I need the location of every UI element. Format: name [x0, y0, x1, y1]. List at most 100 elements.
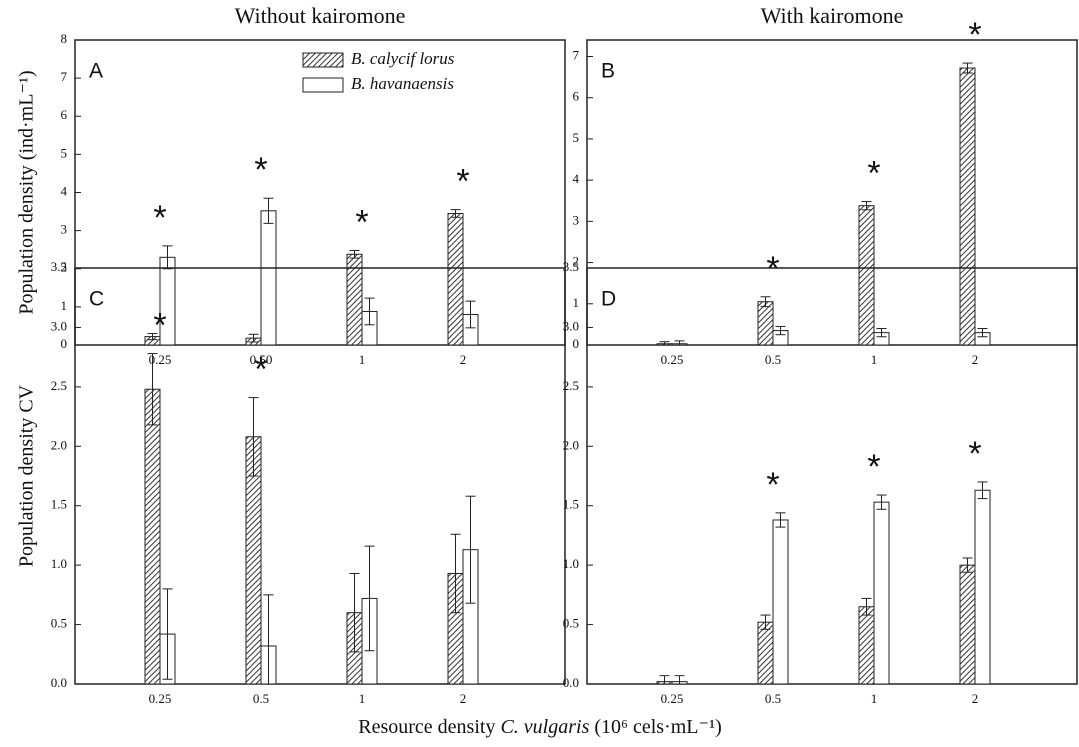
x-tick-label: 0.5	[765, 352, 781, 367]
error-bar	[977, 328, 988, 338]
x-label-part: (10⁶ cels·mL⁻¹)	[589, 716, 721, 738]
y-tick-label: 3.5	[51, 259, 67, 274]
panel-label: C	[89, 288, 104, 311]
error-bar	[760, 614, 771, 630]
y-tick-label: 6	[61, 107, 68, 122]
column-title: With kairomone	[761, 3, 904, 28]
x-tick-label: 0.5	[253, 691, 269, 706]
y-axis-label: Population density CV	[16, 384, 38, 567]
y-tick-label: 1	[573, 295, 580, 310]
significance-mark: *	[766, 466, 779, 504]
error-bar	[659, 675, 670, 685]
significance-mark: *	[968, 16, 981, 54]
x-tick-label: 0.50	[250, 352, 273, 367]
error-bar	[465, 300, 476, 329]
error-bar	[263, 594, 274, 685]
error-bar	[364, 297, 375, 326]
bar	[260, 210, 277, 346]
significance-mark: *	[355, 203, 368, 241]
error-bar	[349, 572, 360, 653]
y-tick-label: 2	[573, 254, 580, 269]
y-tick-label: 6	[573, 89, 580, 104]
error-bar	[450, 533, 461, 614]
y-tick-label: 0	[573, 336, 580, 351]
significance-mark: *	[153, 199, 166, 237]
panel-label: A	[89, 60, 103, 83]
error-bar	[465, 495, 476, 604]
plot-frame	[586, 39, 1078, 346]
y-tick-label: 3.0	[51, 318, 67, 333]
bar	[447, 212, 464, 346]
error-bar	[977, 481, 988, 500]
x-tick-label: 2	[460, 691, 467, 706]
error-bar	[147, 353, 158, 426]
y-tick-label: 1	[61, 298, 68, 313]
y-axis-label: Population density (ind·mL⁻¹)	[16, 70, 38, 314]
error-bar	[760, 296, 771, 308]
x-tick-label: 1	[359, 691, 366, 706]
y-tick-label: 7	[61, 69, 68, 84]
bar	[959, 67, 976, 346]
significance-mark: *	[153, 307, 166, 345]
bar	[757, 301, 774, 346]
significance-mark: *	[968, 435, 981, 473]
y-tick-label: 3.0	[563, 318, 579, 333]
error-bar	[162, 588, 173, 680]
y-tick-label: 0	[61, 336, 68, 351]
x-tick-label: 1	[871, 691, 878, 706]
bar	[959, 564, 976, 685]
legend-label: B. calycif lorus	[351, 49, 455, 68]
x-tick-label: 2	[972, 691, 979, 706]
y-tick-label: 0.0	[563, 675, 579, 690]
x-tick-label: 2	[460, 352, 467, 367]
x-tick-label: 2	[972, 352, 979, 367]
bar	[974, 489, 991, 685]
column-title: Without kairomone	[235, 3, 406, 28]
x-tick-label: 0.5	[765, 691, 781, 706]
error-bar	[248, 333, 259, 343]
x-label-part: C. vulgaris	[500, 716, 589, 738]
y-tick-label: 2.0	[51, 437, 67, 452]
error-bar	[674, 340, 685, 346]
error-bar	[876, 494, 887, 510]
error-bar	[147, 333, 158, 341]
x-tick-label: 0.25	[149, 691, 172, 706]
error-bar	[263, 197, 274, 224]
y-tick-label: 1.0	[563, 556, 579, 571]
y-tick-label: 7	[573, 47, 580, 62]
significance-mark: *	[766, 250, 779, 288]
y-tick-label: 4	[573, 171, 580, 186]
y-tick-label: 5	[61, 145, 68, 160]
bar	[144, 388, 161, 685]
plot-frame	[74, 267, 566, 685]
panel-label: B	[601, 60, 615, 83]
y-tick-label: 1.5	[51, 497, 67, 512]
x-label-part: Resource density	[358, 716, 500, 738]
y-tick-label: 4	[61, 183, 68, 198]
y-tick-label: 0.0	[51, 675, 67, 690]
significance-mark: *	[867, 155, 880, 193]
y-tick-label: 0.5	[563, 616, 579, 631]
error-bar	[962, 557, 973, 573]
error-bar	[775, 325, 786, 336]
significance-mark: *	[254, 351, 267, 389]
plot-frame	[586, 267, 1078, 685]
bar	[858, 606, 875, 685]
significance-mark: *	[456, 163, 469, 201]
y-tick-label: 2.5	[563, 378, 579, 393]
bar	[873, 501, 890, 685]
y-tick-label: 2.5	[51, 378, 67, 393]
error-bar	[861, 597, 872, 616]
bar	[757, 621, 774, 685]
panel-label: D	[601, 288, 616, 311]
legend-swatch	[302, 52, 344, 68]
error-bar	[248, 397, 259, 477]
error-bar	[876, 328, 887, 338]
y-tick-label: 3.5	[563, 259, 579, 274]
y-tick-label: 2.0	[563, 437, 579, 452]
x-tick-label: 0.25	[661, 691, 684, 706]
y-tick-label: 0.5	[51, 616, 67, 631]
x-tick-label: 1	[359, 352, 366, 367]
error-bar	[674, 675, 685, 685]
